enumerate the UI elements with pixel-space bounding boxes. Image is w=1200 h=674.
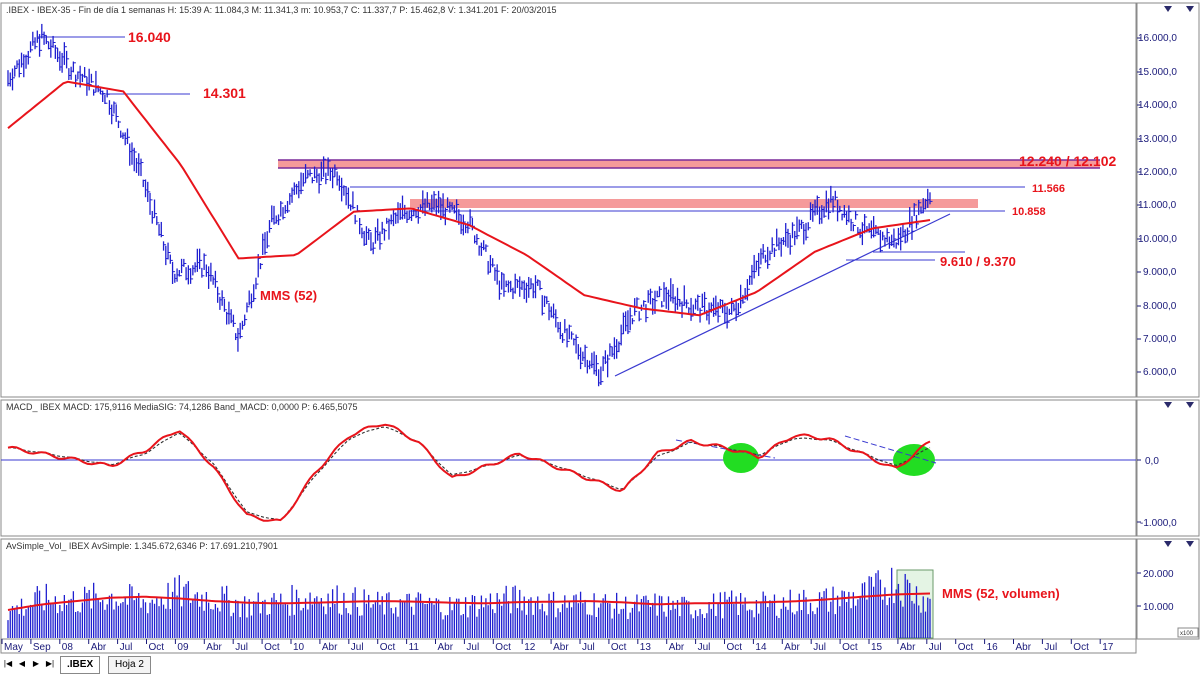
volume-expand-icon[interactable] xyxy=(1186,541,1194,547)
x-tick-label: Oct xyxy=(727,642,743,653)
volume-header: AvSimple_Vol_ IBEX AvSimple: 1.345.672,6… xyxy=(6,541,278,551)
price-moving-average-line xyxy=(7,80,931,317)
x-tick-label: Abr xyxy=(553,642,569,653)
x-tick-label: Jul xyxy=(698,642,711,653)
y-tick: 11.000,0 xyxy=(1138,200,1177,211)
annotation-support-band: 9.610 / 9.370 xyxy=(940,254,1016,269)
x-tick-label: Oct xyxy=(149,642,165,653)
first-sheet-icon[interactable]: |◀ xyxy=(3,659,13,668)
x-tick-label: Oct xyxy=(264,642,280,653)
resistance-band-11000 xyxy=(410,199,978,208)
x-tick-label: Oct xyxy=(611,642,627,653)
x-tick-label: 14 xyxy=(755,642,767,653)
volume-ma-label: MMS (52, volumen) xyxy=(942,586,1060,601)
x-tick-label: 09 xyxy=(177,642,189,653)
volume-y-tick-10000: 10.000 xyxy=(1143,602,1174,613)
ma-label: MMS (52) xyxy=(260,288,317,303)
macd-collapse-icon[interactable] xyxy=(1164,402,1172,408)
x-tick-label: Oct xyxy=(958,642,974,653)
x-tick-label: Abr xyxy=(91,642,107,653)
tab-hoja-2[interactable]: Hoja 2 xyxy=(108,656,151,674)
x-tick-label: 15 xyxy=(871,642,883,653)
x-tick-label: Jul xyxy=(120,642,133,653)
x-tick-label: Jul xyxy=(235,642,248,653)
volume-axis xyxy=(1136,538,1200,640)
price-axis xyxy=(1136,2,1200,398)
x-tick-label: Abr xyxy=(322,642,338,653)
volume-bars xyxy=(7,567,931,638)
price-collapse-icon[interactable] xyxy=(1164,6,1172,12)
prev-sheet-icon[interactable]: ◀ xyxy=(18,659,26,668)
x-tick-label: 12 xyxy=(524,642,536,653)
x-tick-label: May xyxy=(4,642,23,653)
y-tick: 13.000,0 xyxy=(1138,134,1177,145)
x-tick-label: Jul xyxy=(351,642,364,653)
volume-y-tick-20000: 20.000 xyxy=(1143,569,1174,580)
x-tick-label: 11 xyxy=(409,642,420,653)
scale-badge xyxy=(1177,627,1199,638)
macd-expand-icon[interactable] xyxy=(1186,402,1194,408)
annotation-resistance-band: 12.240 / 12.102 xyxy=(1019,153,1117,169)
x-axis-ticks: May Sep 08 Abr Jul Oct 09 Abr Jul Oct 10 Abr Jul Oct 1… xyxy=(1,639,1114,653)
price-axis-tickmarks xyxy=(1137,37,1141,373)
macd-header: MACD_ IBEX MACD: 175,9116 MediaSIG: 74,1… xyxy=(6,402,358,412)
x-tick-label: 17 xyxy=(1102,642,1114,653)
last-sheet-icon[interactable]: ▶| xyxy=(45,659,55,668)
x-tick-label: Abr xyxy=(206,642,222,653)
price-bars xyxy=(7,23,933,387)
y-tick: 9.000,0 xyxy=(1143,267,1177,278)
price-expand-icon[interactable] xyxy=(1186,6,1194,12)
highlight-circle-2015 xyxy=(893,444,935,476)
macd-axis xyxy=(1136,399,1200,537)
x-tick-label: Sep xyxy=(33,642,51,653)
x-tick-label: Jul xyxy=(582,642,595,653)
y-tick: 8.000,0 xyxy=(1143,301,1177,312)
x-tick-label: 13 xyxy=(640,642,652,653)
annotation-14301: 14.301 xyxy=(203,85,246,101)
x-axis xyxy=(0,638,1137,654)
macd-divergence-line-2 xyxy=(844,435,937,464)
macd-signal-line xyxy=(7,426,931,521)
x-tick-label: Abr xyxy=(900,642,916,653)
x-tick-label: Jul xyxy=(1044,642,1057,653)
volume-moving-average-line xyxy=(7,592,931,611)
tab-ibex[interactable]: .IBEX xyxy=(60,656,101,674)
x-tick-label: 10 xyxy=(293,642,305,653)
x-tick-label: Oct xyxy=(1073,642,1089,653)
macd-y-tick-1000: -1.000,0 xyxy=(1140,518,1177,529)
volume-collapse-icon[interactable] xyxy=(1164,541,1172,547)
price-header: .IBEX - IBEX-35 - Fin de día 1 semanas H… xyxy=(6,5,557,15)
y-tick: 16.000,0 xyxy=(1138,33,1177,44)
x-tick-label: Abr xyxy=(784,642,800,653)
scale-badge-label: x100 xyxy=(1180,631,1194,637)
x-tick-label: Jul xyxy=(466,642,479,653)
resistance-band-12240 xyxy=(278,160,1100,168)
x-tick-label: Abr xyxy=(669,642,685,653)
macd-line xyxy=(7,423,931,522)
y-tick: 15.000,0 xyxy=(1138,67,1177,78)
x-tick-label: 08 xyxy=(62,642,74,653)
y-tick: 12.000,0 xyxy=(1138,167,1177,178)
y-tick: 14.000,0 xyxy=(1138,100,1177,111)
highlight-circle-2013 xyxy=(723,443,759,473)
y-tick: 6.000,0 xyxy=(1143,367,1177,378)
macd-y-tick-0: 0,0 xyxy=(1145,456,1159,467)
annotation-16040: 16.040 xyxy=(128,29,171,45)
x-tick-label: Abr xyxy=(438,642,454,653)
x-tick-label: 16 xyxy=(987,642,999,653)
next-sheet-icon[interactable]: ▶ xyxy=(32,659,40,668)
y-tick: 10.000,0 xyxy=(1138,234,1177,245)
annotation-11566: 11.566 xyxy=(1032,183,1065,195)
x-tick-label: Oct xyxy=(495,642,511,653)
x-tick-label: Oct xyxy=(380,642,396,653)
y-tick: 7.000,0 xyxy=(1143,334,1177,345)
price-axis-ticks: 6.000,0 7.000,0 8.000,0 9.000,0 10.000,0… xyxy=(1138,33,1177,378)
x-tick-label: Abr xyxy=(1016,642,1032,653)
annotation-10858: 10.858 xyxy=(1012,206,1046,218)
macd-panel xyxy=(0,399,1137,537)
x-tick-label: Jul xyxy=(813,642,826,653)
x-tick-label: Jul xyxy=(929,642,942,653)
x-tick-label: Oct xyxy=(842,642,858,653)
